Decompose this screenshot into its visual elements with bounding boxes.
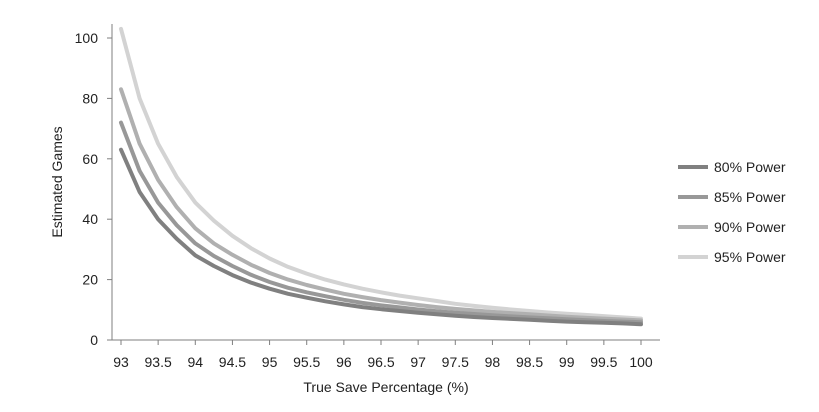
series-lines — [119, 26, 643, 327]
series-line — [119, 87, 643, 323]
x-tick-label: 99 — [559, 354, 575, 370]
x-tick-label: 96 — [336, 354, 352, 370]
x-axis-title: True Save Percentage (%) — [303, 379, 468, 395]
y-tick-label: 20 — [82, 272, 98, 288]
legend-label: 85% Power — [714, 189, 786, 205]
y-tick-label: 80 — [82, 90, 98, 106]
y-tick-label: 60 — [82, 151, 98, 167]
x-tick-label: 99.5 — [590, 354, 617, 370]
x-tick-label: 98.5 — [516, 354, 543, 370]
x-ticks: 93 93.5 94 94.5 95 95.5 96 96.5 97 97.5 98 98.5 99 99… — [113, 340, 653, 370]
y-tick-label: 40 — [82, 211, 98, 227]
x-tick-label: 93 — [113, 354, 129, 370]
y-ticks: 0 20 40 60 80 100 — [75, 30, 112, 348]
x-tick-label: 97.5 — [442, 354, 469, 370]
x-tick-label: 98 — [485, 354, 501, 370]
x-tick-label: 95.5 — [293, 354, 320, 370]
legend-label: 95% Power — [714, 249, 786, 265]
x-tick-label: 100 — [629, 354, 653, 370]
x-tick-label: 95 — [262, 354, 278, 370]
series-line — [119, 26, 643, 321]
series-line — [119, 120, 643, 325]
axes — [111, 24, 660, 341]
y-tick-label: 100 — [75, 30, 99, 46]
x-tick-label: 94.5 — [219, 354, 246, 370]
legend-label: 90% Power — [714, 219, 786, 235]
x-tick-label: 96.5 — [367, 354, 394, 370]
legend: 80% Power 85% Power 90% Power 95% Power — [678, 159, 786, 265]
y-axis-title: Estimated Games — [49, 126, 65, 237]
series-line — [119, 147, 643, 327]
x-tick-label: 97 — [410, 354, 426, 370]
x-tick-label: 93.5 — [145, 354, 172, 370]
y-tick-label: 0 — [90, 332, 98, 348]
x-tick-label: 94 — [187, 354, 203, 370]
legend-label: 80% Power — [714, 159, 786, 175]
